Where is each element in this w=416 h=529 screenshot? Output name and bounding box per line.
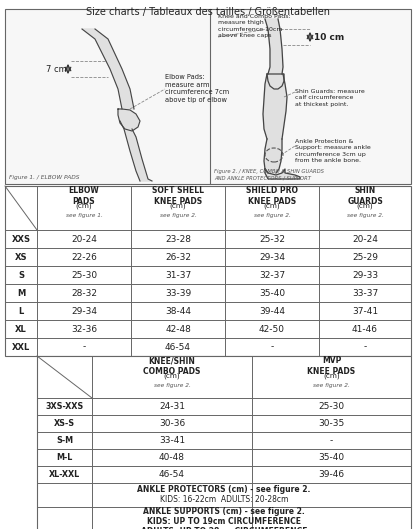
- Text: M-L: M-L: [56, 453, 73, 462]
- Text: (cm): (cm): [323, 373, 340, 379]
- Text: 28-32: 28-32: [71, 288, 97, 297]
- Text: 31-37: 31-37: [165, 270, 191, 279]
- Text: XXS: XXS: [12, 234, 30, 243]
- Text: Figure 2. / KNEE, COMBO & SHIN GUARDS
AND ANKLE PROTECTORS / SUPPORT: Figure 2. / KNEE, COMBO & SHIN GUARDS AN…: [214, 169, 324, 180]
- Text: 39-46: 39-46: [318, 470, 344, 479]
- Text: 20-24: 20-24: [352, 234, 378, 243]
- Text: 32-36: 32-36: [71, 324, 97, 333]
- Text: Size charts / Tableaux des tailles / Größentabellen: Size charts / Tableaux des tailles / Grö…: [86, 7, 330, 17]
- Polygon shape: [267, 74, 284, 89]
- Text: (cm): (cm): [264, 203, 280, 209]
- Text: 38-44: 38-44: [165, 306, 191, 315]
- Text: 29-34: 29-34: [71, 306, 97, 315]
- Text: 25-30: 25-30: [71, 270, 97, 279]
- Polygon shape: [263, 74, 287, 139]
- Polygon shape: [82, 29, 134, 109]
- Text: SHIN
GUARDS: SHIN GUARDS: [347, 186, 383, 206]
- Text: 29-34: 29-34: [259, 252, 285, 261]
- Text: 26-32: 26-32: [165, 252, 191, 261]
- Text: -: -: [270, 342, 274, 351]
- Text: (cm): (cm): [357, 203, 373, 209]
- Text: see figure 2.: see figure 2.: [154, 382, 191, 388]
- Text: -: -: [330, 436, 333, 445]
- Text: ANKLE SUPPORTS (cm) - see figure 2.: ANKLE SUPPORTS (cm) - see figure 2.: [143, 506, 305, 515]
- Text: 40-48: 40-48: [159, 453, 185, 462]
- Text: SHIELD PRO
KNEE PADS: SHIELD PRO KNEE PADS: [246, 186, 298, 206]
- Text: M: M: [17, 288, 25, 297]
- Text: 25-29: 25-29: [352, 252, 378, 261]
- Bar: [5, 186, 411, 356]
- Text: 20-24: 20-24: [71, 234, 97, 243]
- Text: -: -: [363, 342, 366, 351]
- Text: 32-37: 32-37: [259, 270, 285, 279]
- Polygon shape: [120, 121, 152, 181]
- Text: 39-44: 39-44: [259, 306, 285, 315]
- Text: MVP
KNEE PADS: MVP KNEE PADS: [307, 357, 356, 376]
- Text: 37-41: 37-41: [352, 306, 378, 315]
- Text: 33-41: 33-41: [159, 436, 185, 445]
- Text: 22-26: 22-26: [71, 252, 97, 261]
- Text: Elbow Pads:
measure arm
circumference 7cm
above tip of elbow: Elbow Pads: measure arm circumference 7c…: [165, 74, 229, 103]
- Text: (cm): (cm): [170, 203, 186, 209]
- Text: 10 cm: 10 cm: [314, 32, 344, 41]
- Text: 3XS-XXS: 3XS-XXS: [45, 402, 84, 411]
- Text: ANKLE PROTECTORS (cm) - see figure 2.: ANKLE PROTECTORS (cm) - see figure 2.: [137, 486, 311, 495]
- Text: see figure 2.: see figure 2.: [313, 382, 350, 388]
- Polygon shape: [118, 109, 140, 131]
- Text: see figure 2.: see figure 2.: [160, 213, 196, 217]
- Text: SOFT SHELL
KNEE PADS: SOFT SHELL KNEE PADS: [152, 186, 204, 206]
- Text: Shin Guards: measure
calf circumference
at thickest point.: Shin Guards: measure calf circumference …: [295, 89, 365, 107]
- Text: 42-48: 42-48: [165, 324, 191, 333]
- Text: XL-XXL: XL-XXL: [49, 470, 80, 479]
- Text: 35-40: 35-40: [318, 453, 344, 462]
- Polygon shape: [264, 139, 282, 173]
- Text: 29-33: 29-33: [352, 270, 378, 279]
- Text: 23-28: 23-28: [165, 234, 191, 243]
- Text: KIDS: UP TO 19cm CIRCUMFERENCE: KIDS: UP TO 19cm CIRCUMFERENCE: [147, 516, 301, 525]
- Text: 46-54: 46-54: [165, 342, 191, 351]
- Text: ADULTS: UP TO 28cm CIRCUMFERENCE: ADULTS: UP TO 28cm CIRCUMFERENCE: [141, 526, 307, 529]
- Text: 46-54: 46-54: [159, 470, 185, 479]
- Text: Figure 1. / ELBOW PADS: Figure 1. / ELBOW PADS: [9, 175, 79, 180]
- Text: Ankle Protection &
Support: measure ankle
circumference 3cm up
from the ankle bo: Ankle Protection & Support: measure ankl…: [295, 139, 371, 163]
- Text: 33-39: 33-39: [165, 288, 191, 297]
- Text: Knee and Combo Pads:
measure thigh
circumference 10cm
above knee caps: Knee and Combo Pads: measure thigh circu…: [218, 14, 291, 38]
- Text: 25-30: 25-30: [318, 402, 344, 411]
- Text: 35-40: 35-40: [259, 288, 285, 297]
- Bar: [5, 9, 411, 184]
- Text: XS: XS: [15, 252, 27, 261]
- Text: 41-46: 41-46: [352, 324, 378, 333]
- Text: KIDS: 16-22cm  ADULTS: 20-28cm: KIDS: 16-22cm ADULTS: 20-28cm: [160, 496, 288, 505]
- Text: 7 cm: 7 cm: [46, 65, 67, 74]
- Text: XL: XL: [15, 324, 27, 333]
- Text: S-M: S-M: [56, 436, 73, 445]
- Text: see figure 1.: see figure 1.: [66, 213, 102, 217]
- Text: see figure 2.: see figure 2.: [254, 213, 290, 217]
- Bar: [37, 356, 411, 529]
- Text: XS-S: XS-S: [54, 419, 75, 428]
- Text: 30-36: 30-36: [159, 419, 185, 428]
- Text: (cm): (cm): [163, 373, 180, 379]
- Polygon shape: [265, 169, 300, 179]
- Text: 24-31: 24-31: [159, 402, 185, 411]
- Polygon shape: [265, 19, 283, 74]
- Text: see figure 2.: see figure 2.: [347, 213, 384, 217]
- Text: 33-37: 33-37: [352, 288, 378, 297]
- Text: XXL: XXL: [12, 342, 30, 351]
- Text: (cm): (cm): [76, 203, 92, 209]
- Text: ELBOW
PADS: ELBOW PADS: [69, 186, 99, 206]
- Text: 42-50: 42-50: [259, 324, 285, 333]
- Text: L: L: [18, 306, 24, 315]
- Text: -: -: [82, 342, 86, 351]
- Text: KNEE/SHIN
COMBO PADS: KNEE/SHIN COMBO PADS: [144, 357, 201, 376]
- Text: S: S: [18, 270, 24, 279]
- Text: 30-35: 30-35: [318, 419, 344, 428]
- Text: 25-32: 25-32: [259, 234, 285, 243]
